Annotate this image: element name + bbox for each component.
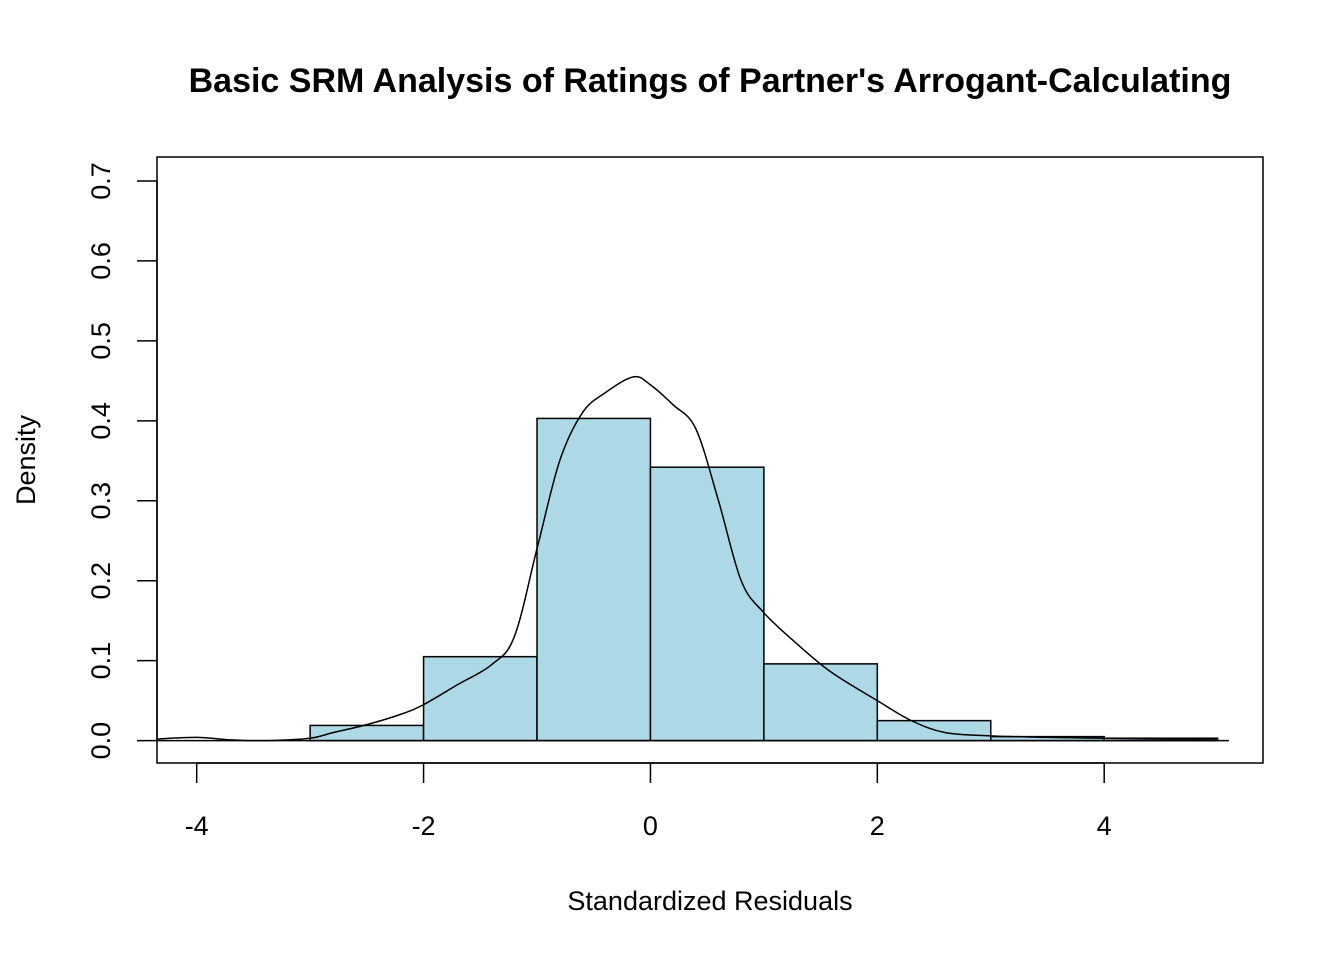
chart-title: Basic SRM Analysis of Ratings of Partner… bbox=[189, 62, 1232, 100]
y-axis-title: Density bbox=[11, 414, 41, 505]
x-tick-label: -2 bbox=[412, 811, 436, 841]
y-tick-label: 0.1 bbox=[86, 642, 116, 680]
histogram-bars bbox=[309, 417, 1219, 742]
histogram-bar bbox=[763, 663, 879, 742]
density-curve bbox=[156, 375, 1218, 742]
histogram-bar bbox=[422, 655, 538, 742]
y-tick-label: 0.6 bbox=[86, 242, 116, 280]
y-tick-label: 0.4 bbox=[86, 402, 116, 440]
x-tick-label: 4 bbox=[1097, 811, 1112, 841]
histogram-bar bbox=[649, 466, 765, 742]
y-axis: 0.0 0.1 0.2 0.3 0.4 0.5 0.6 0.7 bbox=[86, 162, 158, 760]
x-tick-label: 0 bbox=[643, 811, 658, 841]
y-tick-label: 0.3 bbox=[86, 482, 116, 520]
histogram-bar bbox=[536, 417, 652, 742]
x-axis-title: Standardized Residuals bbox=[567, 886, 852, 916]
histogram-bar bbox=[309, 724, 425, 742]
y-tick-label: 0.0 bbox=[86, 722, 116, 760]
y-tick-label: 0.5 bbox=[86, 322, 116, 360]
x-axis: -4 -2 0 2 4 bbox=[185, 762, 1112, 841]
histogram-bar bbox=[876, 719, 992, 742]
x-tick-label: 2 bbox=[870, 811, 885, 841]
y-tick-label: 0.2 bbox=[86, 562, 116, 600]
y-tick-label: 0.7 bbox=[86, 162, 116, 200]
x-tick-label: -4 bbox=[185, 811, 209, 841]
